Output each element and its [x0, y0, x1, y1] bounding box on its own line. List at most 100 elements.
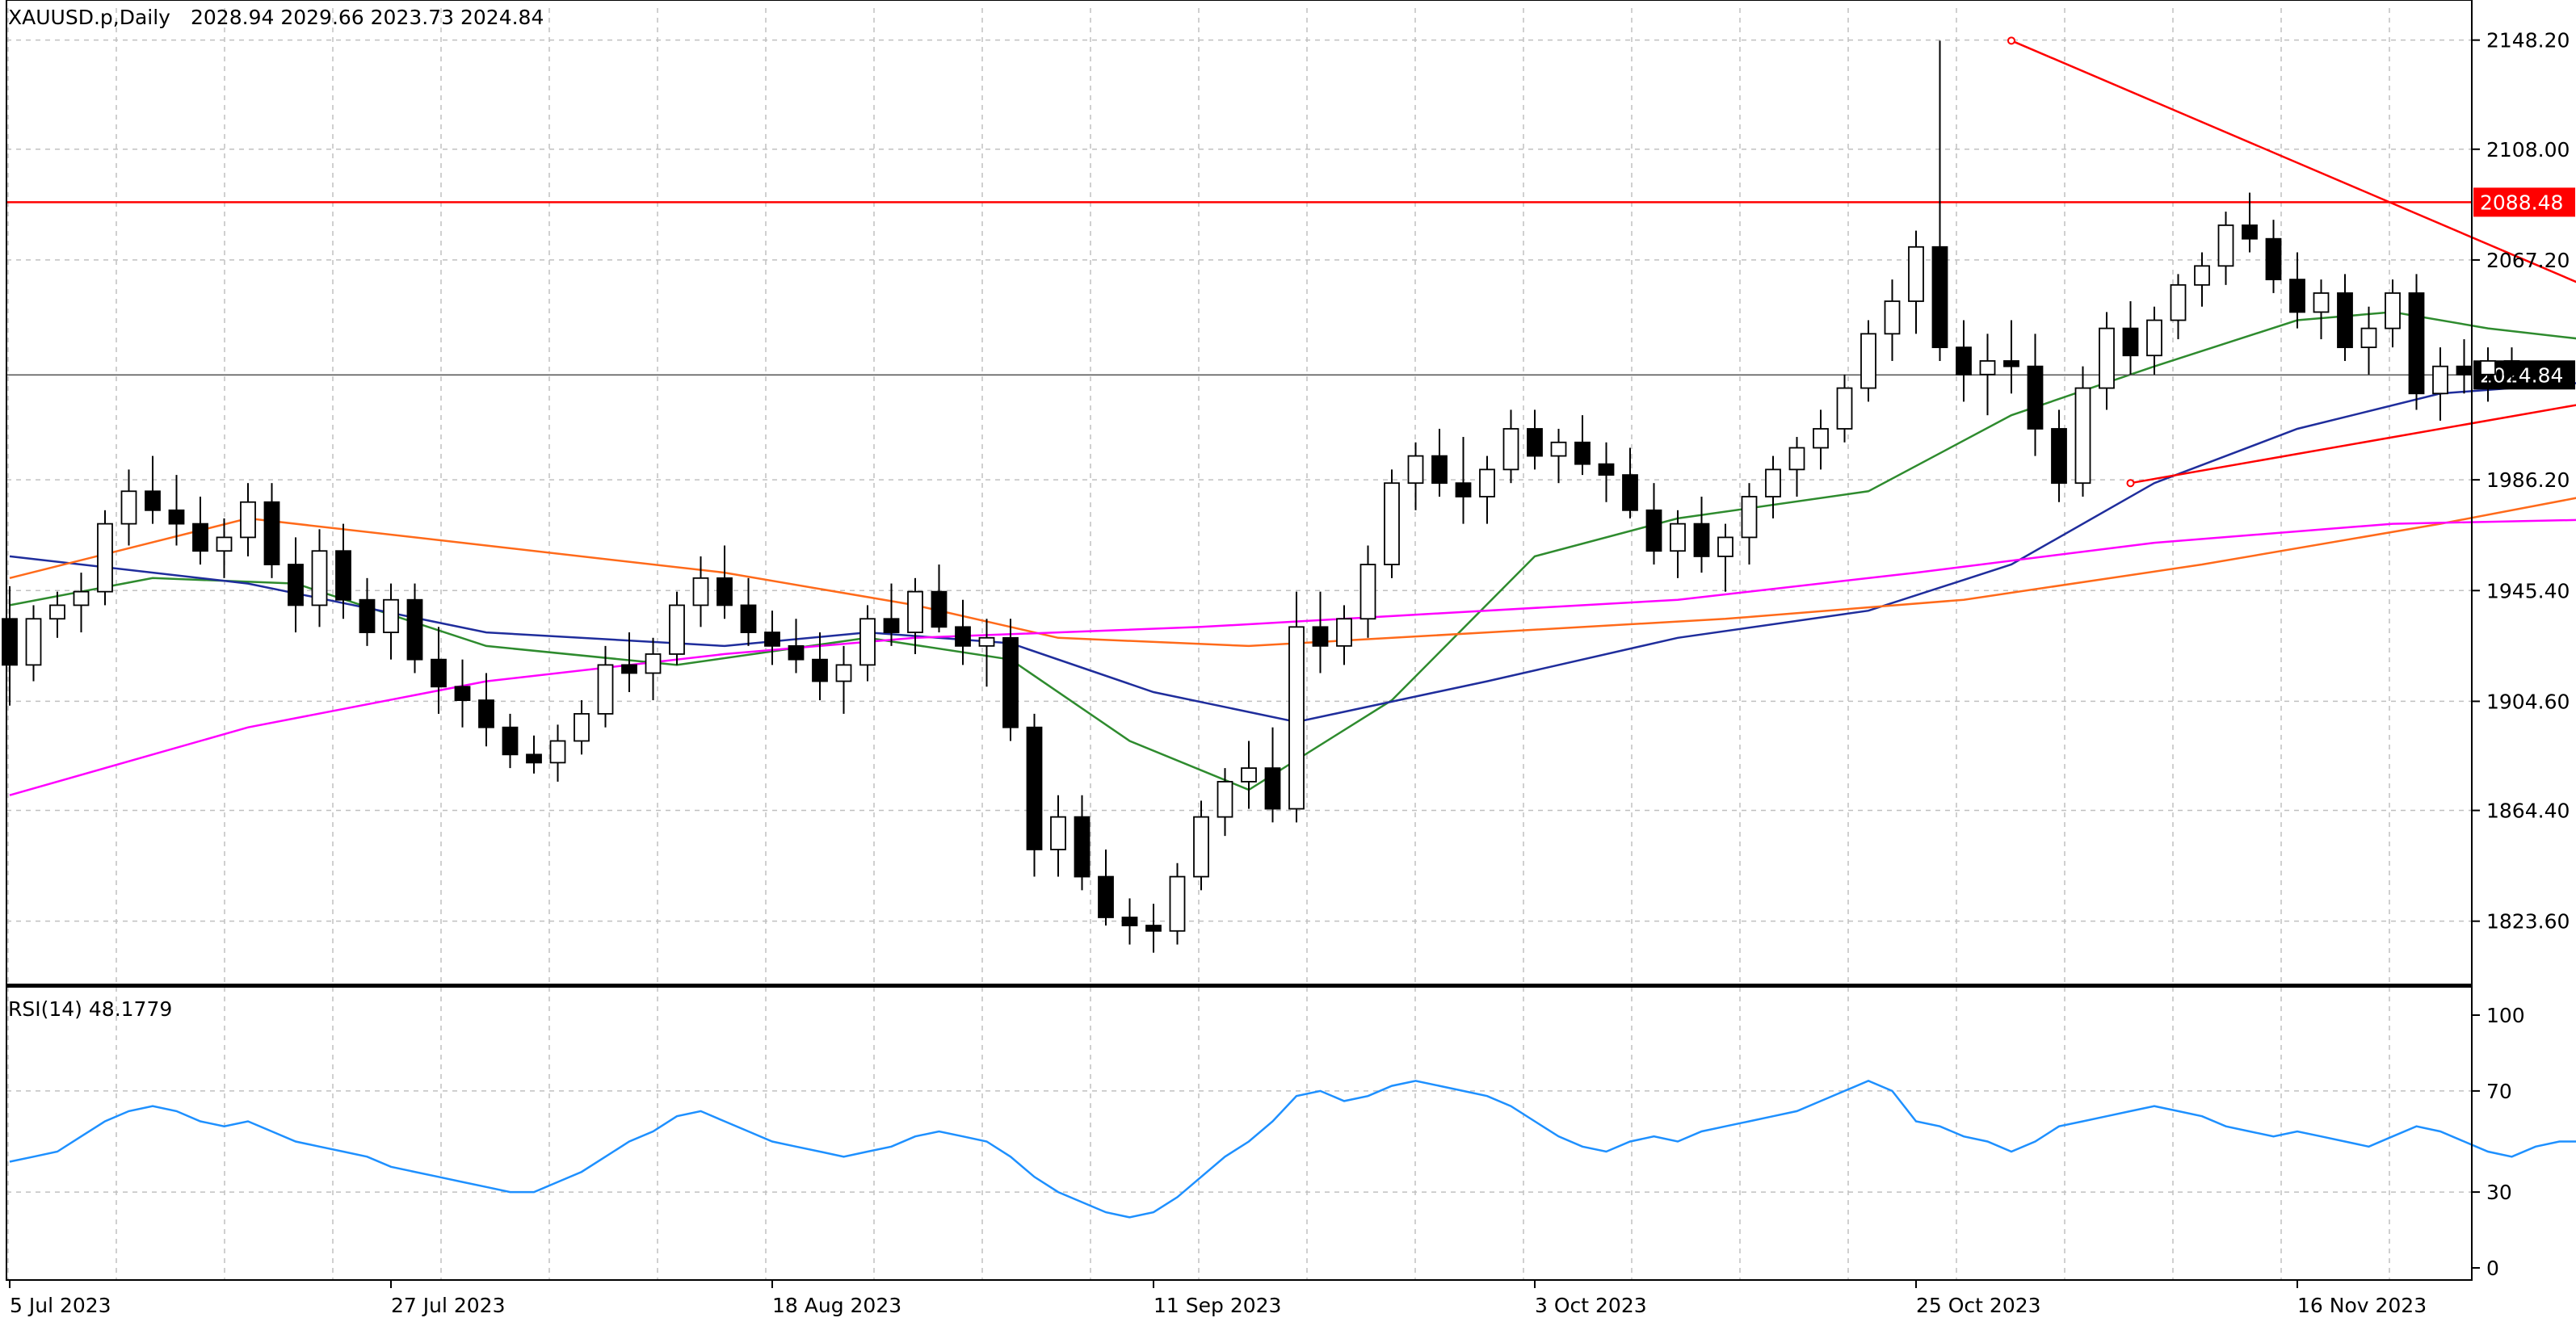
- candle-body: [907, 590, 923, 633]
- resistance-price-label: 2088.48: [2480, 191, 2563, 214]
- candle-body: [288, 564, 304, 606]
- candle-body: [883, 618, 900, 633]
- rsi-tick-label: 100: [2486, 1004, 2525, 1027]
- price-tick-label: 1904.60: [2486, 690, 2570, 713]
- candle-body: [216, 536, 233, 552]
- axes: [6, 0, 2473, 1281]
- candle-body: [2456, 365, 2473, 376]
- candle-body: [1717, 536, 1733, 557]
- candle-body: [1813, 428, 1829, 449]
- candle-body: [431, 658, 447, 688]
- candle-body: [1074, 816, 1090, 878]
- date-tick-label: 16 Nov 2023: [2297, 1294, 2427, 1317]
- candle-body: [1050, 816, 1066, 850]
- main-panel-frame: [6, 0, 2473, 986]
- candle-body: [621, 664, 637, 674]
- candle-body: [1264, 767, 1281, 810]
- candle-body: [311, 550, 328, 606]
- candle-body: [406, 598, 423, 661]
- candle-body: [1908, 246, 1924, 302]
- candle-body: [1502, 428, 1519, 471]
- candle-body: [716, 577, 733, 606]
- candle-body: [49, 604, 65, 620]
- candle-body: [2242, 224, 2258, 240]
- candle-body: [2503, 360, 2520, 376]
- candle-body: [1598, 463, 1615, 476]
- candle-body: [2385, 292, 2401, 329]
- candle-body: [1455, 482, 1472, 497]
- candle-body: [1788, 447, 1805, 471]
- candle-body: [2480, 360, 2496, 376]
- price-tick-label: 2108.00: [2486, 138, 2570, 162]
- candle-body: [2170, 283, 2187, 321]
- date-axis: 5 Jul 2023 27 Jul 2023 18 Aug 2023 11 Sep 2…: [9, 1280, 2427, 1317]
- date-tick-label: 3 Oct 2023: [1535, 1294, 1647, 1317]
- candle-body: [1312, 626, 1329, 647]
- date-tick-label: 25 Oct 2023: [1916, 1294, 2041, 1317]
- price-tick-label: 1823.60: [2486, 910, 2570, 934]
- candle-body: [168, 509, 185, 525]
- candle-body: [1145, 925, 1162, 932]
- candle-body: [2265, 237, 2282, 281]
- candle-body: [859, 618, 876, 666]
- candle-body: [1693, 523, 1710, 557]
- candle-body: [1979, 360, 1996, 376]
- candle-body: [192, 523, 208, 552]
- candle-body: [645, 653, 662, 674]
- candle-body: [1670, 523, 1686, 552]
- rsi-header: RSI(14) 48.1779: [8, 997, 172, 1021]
- candle-body: [1956, 346, 1972, 376]
- rsi-panel-frame: [6, 986, 2473, 1281]
- rsi-tick-label: 30: [2486, 1181, 2512, 1204]
- ohlc-header: 2028.94 2029.66 2023.73 2024.84: [191, 6, 544, 29]
- price-axis: 2148.20 2108.00 2067.20 1986.20 1945.40 1904.…: [2472, 29, 2570, 934]
- candle-body: [1431, 455, 1448, 485]
- price-tick-label: 2067.20: [2486, 249, 2570, 272]
- candle-body: [1026, 726, 1043, 850]
- candle-body: [2217, 224, 2234, 267]
- candle-body: [335, 550, 351, 601]
- candle-body: [2194, 265, 2210, 286]
- candle-body: [454, 686, 471, 701]
- candle-body: [1741, 496, 1758, 539]
- candle-body: [1645, 509, 1662, 552]
- candle-body: [1098, 875, 1114, 918]
- candle-body: [478, 699, 494, 728]
- candle-body: [1169, 875, 1186, 932]
- trendline: [2011, 40, 2576, 283]
- resistance-price-tag: [2473, 187, 2575, 217]
- candle-body: [2146, 319, 2162, 357]
- candle-body: [1336, 618, 1352, 647]
- candle-body: [2027, 365, 2044, 430]
- candle-body: [2432, 365, 2448, 395]
- candle-body: [2408, 292, 2425, 395]
- candle-body: [263, 501, 280, 565]
- ma-line: [9, 382, 2576, 724]
- candle-body: [1860, 333, 1876, 389]
- candle-body: [669, 604, 685, 655]
- candle-body: [2, 618, 18, 666]
- candle-body: [2003, 360, 2019, 367]
- candle-body: [526, 753, 542, 764]
- candle-body: [145, 490, 161, 511]
- candle-body: [1002, 636, 1019, 728]
- candle-body: [240, 501, 256, 539]
- candle-body: [97, 523, 113, 593]
- price-tick-label: 1986.20: [2486, 468, 2570, 492]
- candle-body: [1407, 455, 1424, 485]
- candle-body: [1217, 781, 1233, 818]
- symbol-header: XAUUSD.p,Daily: [8, 6, 170, 29]
- candle-body: [764, 632, 780, 647]
- candle-body: [788, 644, 805, 661]
- trendline-anchor: [2007, 36, 2015, 45]
- candle-body: [2051, 428, 2067, 485]
- ma-line: [9, 497, 2576, 648]
- candle-body: [692, 577, 709, 606]
- price-tick-label: 2148.20: [2486, 29, 2570, 52]
- grid: [6, 8, 2472, 1280]
- candle-body: [1288, 626, 1305, 810]
- candles: [2, 40, 2520, 953]
- candle-body: [383, 598, 399, 633]
- candle-body: [574, 712, 590, 742]
